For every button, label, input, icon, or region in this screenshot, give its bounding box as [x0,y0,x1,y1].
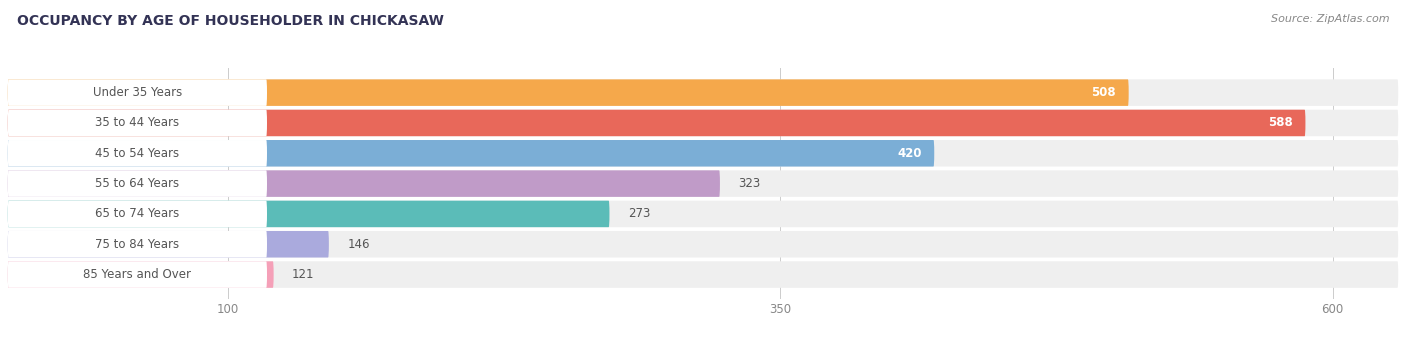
Text: 420: 420 [897,147,922,160]
FancyBboxPatch shape [8,170,1398,197]
FancyBboxPatch shape [8,79,1398,106]
FancyBboxPatch shape [8,261,267,288]
Text: 85 Years and Over: 85 Years and Over [83,268,191,281]
FancyBboxPatch shape [8,231,329,257]
FancyBboxPatch shape [8,231,267,257]
FancyBboxPatch shape [8,79,267,106]
FancyBboxPatch shape [8,140,267,167]
FancyBboxPatch shape [8,140,934,167]
FancyBboxPatch shape [8,261,1398,288]
FancyBboxPatch shape [8,170,720,197]
Text: 75 to 84 Years: 75 to 84 Years [96,238,180,251]
Text: 508: 508 [1091,86,1116,99]
FancyBboxPatch shape [8,110,267,136]
FancyBboxPatch shape [8,261,274,288]
Text: 55 to 64 Years: 55 to 64 Years [96,177,180,190]
Text: 35 to 44 Years: 35 to 44 Years [96,117,180,130]
FancyBboxPatch shape [8,79,1129,106]
FancyBboxPatch shape [8,110,1398,136]
Text: 588: 588 [1268,117,1294,130]
Text: Under 35 Years: Under 35 Years [93,86,181,99]
Text: 323: 323 [738,177,761,190]
FancyBboxPatch shape [8,140,1398,167]
Text: 121: 121 [292,268,315,281]
Text: 273: 273 [628,207,650,220]
FancyBboxPatch shape [8,110,1305,136]
FancyBboxPatch shape [8,201,1398,227]
FancyBboxPatch shape [8,201,267,227]
Text: OCCUPANCY BY AGE OF HOUSEHOLDER IN CHICKASAW: OCCUPANCY BY AGE OF HOUSEHOLDER IN CHICK… [17,14,444,28]
Text: 45 to 54 Years: 45 to 54 Years [96,147,180,160]
Text: Source: ZipAtlas.com: Source: ZipAtlas.com [1271,14,1389,23]
FancyBboxPatch shape [8,170,267,197]
Text: 146: 146 [347,238,370,251]
FancyBboxPatch shape [8,201,609,227]
Text: 65 to 74 Years: 65 to 74 Years [96,207,180,220]
FancyBboxPatch shape [8,231,1398,257]
